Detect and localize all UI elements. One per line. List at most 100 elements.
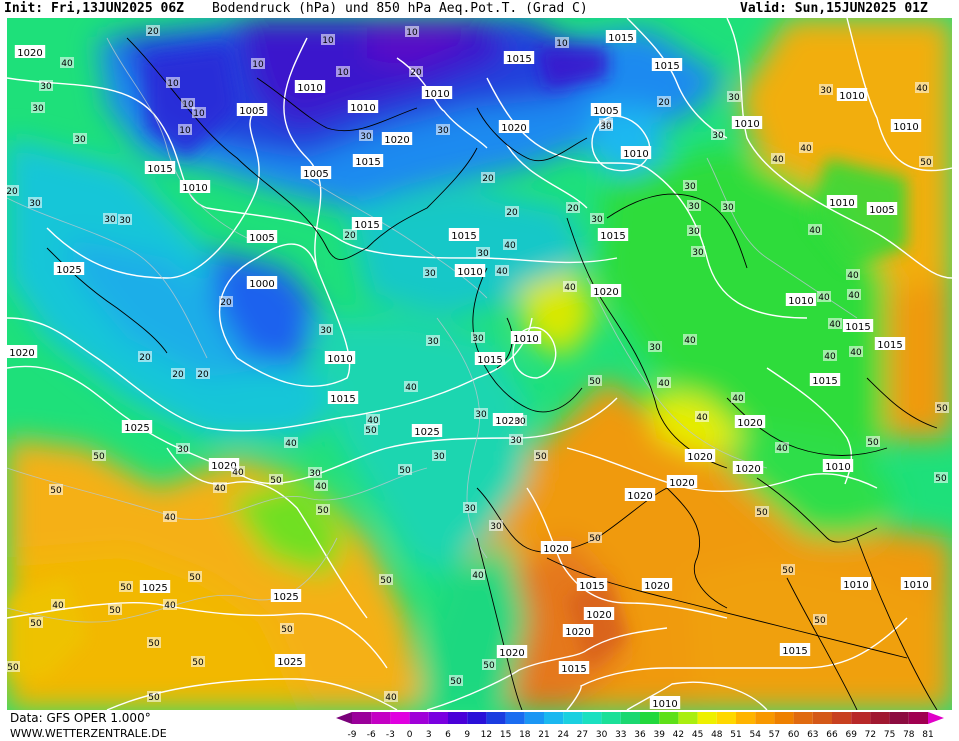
- isobar-label: 1025: [274, 654, 306, 668]
- theta-e-label-text: 50: [281, 625, 293, 635]
- legend-tick-label: 30: [596, 730, 608, 740]
- theta-e-label-text: 40: [564, 283, 576, 293]
- isobar-label-text: 1010: [297, 83, 322, 94]
- theta-e-label: 40: [366, 414, 380, 426]
- theta-e-label: 20: [146, 25, 160, 37]
- theta-e-label-text: 20: [482, 174, 494, 184]
- theta-e-label: 10: [181, 98, 195, 110]
- legend-tick-label: 39: [653, 730, 665, 740]
- theta-e-label: 30: [471, 332, 485, 344]
- theta-e-label: 50: [482, 659, 496, 671]
- theta-e-label: 30: [648, 341, 662, 353]
- isobar-label: 1020: [666, 475, 698, 489]
- theta-e-label-text: 50: [782, 566, 794, 576]
- isobar-label-text: 1015: [782, 646, 807, 657]
- theta-e-label: 40: [51, 599, 65, 611]
- theta-e-label-text: 50: [93, 452, 105, 462]
- theta-e-label: 50: [49, 484, 63, 496]
- theta-e-label: 50: [379, 574, 393, 586]
- isobar-label: 1015: [651, 58, 683, 72]
- theta-e-label-text: 50: [109, 606, 121, 616]
- theta-e-label-text: 30: [424, 269, 436, 279]
- theta-e-label-text: 30: [600, 122, 612, 132]
- isobar-label-text: 1010: [513, 334, 538, 345]
- theta-e-label-text: 20: [410, 68, 422, 78]
- theta-e-label-text: 40: [847, 271, 859, 281]
- theta-e-label-text: 40: [809, 226, 821, 236]
- isobar-label: 1010: [421, 86, 453, 100]
- theta-e-label: 30: [432, 450, 446, 462]
- theta-e-label-text: 30: [472, 334, 484, 344]
- legend-tick-label: 0: [407, 730, 413, 740]
- isobar-label-text: 1010: [652, 699, 677, 710]
- theta-e-label-text: 30: [684, 182, 696, 192]
- theta-e-label-text: 10: [182, 100, 194, 110]
- theta-e-labels: 2040303010101010101020101020203030403030…: [7, 25, 949, 703]
- theta-e-label-text: 30: [437, 126, 449, 136]
- isobar-label: 1015: [558, 661, 590, 675]
- theta-e-label: 20: [566, 202, 580, 214]
- theta-e-label-text: 20: [567, 204, 579, 214]
- theta-e-label-text: 10: [193, 109, 205, 119]
- isobar-label-text: 1015: [845, 322, 870, 333]
- theta-e-label: 30: [39, 80, 53, 92]
- theta-e-label: 50: [398, 464, 412, 476]
- theta-e-label: 30: [474, 408, 488, 420]
- theta-e-label: 30: [711, 129, 725, 141]
- init-time: Init: Fri,13JUN2025 06Z: [4, 1, 185, 16]
- legend-tick-label: -6: [367, 730, 376, 740]
- isobar-label-text: 1015: [354, 220, 379, 231]
- theta-e-label: 30: [73, 133, 87, 145]
- isobar-label: 1020: [381, 132, 413, 146]
- isobar-label-text: 1020: [501, 123, 526, 134]
- theta-e-label-text: 30: [649, 343, 661, 353]
- theta-e-label: 40: [163, 511, 177, 523]
- isobar-label-text: 1010: [825, 462, 850, 473]
- theta-e-label-text: 40: [818, 293, 830, 303]
- legend-color-box: [716, 712, 736, 724]
- theta-e-label-text: 50: [535, 452, 547, 462]
- weather-map: 1020 1010 1005 1010 1015 1015 1015 1010 1020 1005…: [7, 18, 952, 710]
- theta-e-label: 20: [657, 96, 671, 108]
- isobar-label-text: 1010: [788, 296, 813, 307]
- theta-e-label-text: 30: [591, 215, 603, 225]
- theta-e-label-text: 10: [252, 60, 264, 70]
- isobar-label: 1025: [53, 262, 85, 276]
- theta-e-label: 40: [846, 269, 860, 281]
- theta-e-label: 40: [60, 57, 74, 69]
- theta-e-label: 50: [147, 637, 161, 649]
- legend-color-box: [774, 712, 794, 724]
- theta-e-label: 40: [314, 480, 328, 492]
- theta-e-label: 20: [343, 229, 357, 241]
- legend-tick-label: 45: [692, 730, 703, 740]
- theta-e-label: 30: [683, 180, 697, 192]
- theta-e-label: 50: [92, 450, 106, 462]
- theta-e-label-text: 40: [472, 571, 484, 581]
- isobar-label: 1010: [620, 146, 652, 160]
- isobar-label: 1010: [900, 577, 932, 591]
- legend-tick-label: 9: [464, 730, 470, 740]
- isobar-label: 1020: [583, 607, 615, 621]
- isobar-label: 1025: [270, 589, 302, 603]
- legend-color-box: [678, 712, 698, 724]
- isobar-label: 1005: [590, 103, 622, 117]
- isobar-label-text: 1005: [869, 205, 894, 216]
- isobar-label-text: 1010: [623, 149, 648, 160]
- theta-e-label: 10: [336, 66, 350, 78]
- theta-e-label-text: 40: [164, 601, 176, 611]
- temperature-field: [7, 18, 952, 710]
- theta-e-label: 40: [657, 377, 671, 389]
- isobars: [7, 18, 952, 710]
- theta-e-label-text: 50: [270, 476, 282, 486]
- theta-e-label-text: 20: [506, 208, 518, 218]
- isobar-label-text: 1025: [124, 423, 149, 434]
- isobar-label-text: 1020: [644, 581, 669, 592]
- theta-e-label: 30: [423, 267, 437, 279]
- theta-e-label: 50: [813, 614, 827, 626]
- legend-color-box: [524, 712, 544, 724]
- theta-e-label-text: 50: [148, 693, 160, 703]
- theta-e-label: 20: [196, 368, 210, 380]
- theta-e-label: 40: [731, 392, 745, 404]
- isobar-label-text: 1020: [543, 544, 568, 555]
- theta-e-label: 40: [384, 691, 398, 703]
